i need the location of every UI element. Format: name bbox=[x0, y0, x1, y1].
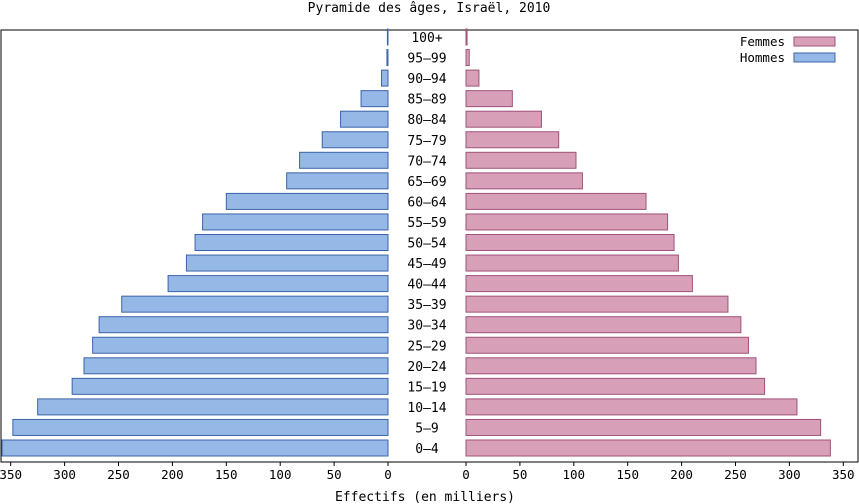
bar-hommes-60-64 bbox=[225, 192, 389, 210]
hommes-bars bbox=[1, 28, 389, 457]
bar-hommes-40-44 bbox=[167, 275, 389, 293]
chart-title: Pyramide des âges, Israël, 2010 bbox=[308, 1, 551, 16]
bar-hommes-15-19 bbox=[71, 377, 389, 395]
bar-femmes-0-4 bbox=[465, 439, 831, 457]
bar-hommes-55-59 bbox=[202, 213, 389, 231]
bar-femmes-75-79 bbox=[465, 131, 560, 149]
left-tick-label-350: 350 bbox=[0, 467, 22, 482]
age-label-70-74: 70–74 bbox=[407, 154, 446, 169]
bar-hommes-45-49 bbox=[185, 254, 389, 272]
bar-femmes-55-59 bbox=[465, 213, 669, 231]
bar-femmes-50-54 bbox=[465, 234, 675, 251]
left-tick-label-300: 300 bbox=[53, 467, 76, 482]
bar-hommes-25-29 bbox=[92, 336, 389, 354]
age-label-100: 100+ bbox=[411, 31, 442, 46]
left-x-axis: 0 50 100 150 200 250 300 350 bbox=[0, 461, 392, 482]
right-tick-label-100: 100 bbox=[563, 467, 586, 482]
bar-hommes-20-24 bbox=[83, 357, 389, 375]
bar-femmes-85-89 bbox=[465, 90, 513, 108]
bar-femmes-30-34 bbox=[465, 316, 742, 334]
legend-swatch-hommes bbox=[793, 52, 836, 63]
bar-femmes-65-69 bbox=[465, 172, 583, 190]
right-tick-label-50: 50 bbox=[512, 467, 527, 482]
bar-hommes-70-74 bbox=[299, 151, 389, 169]
bar-hommes-5-9 bbox=[12, 418, 389, 436]
bar-femmes-5-9 bbox=[465, 418, 822, 436]
bar-hommes-50-54 bbox=[194, 234, 389, 251]
bar-hommes-65-69 bbox=[286, 172, 389, 190]
bar-femmes-45-49 bbox=[465, 254, 679, 272]
bar-femmes-60-64 bbox=[465, 192, 647, 210]
bar-hommes-0-4 bbox=[1, 439, 389, 457]
age-label-60-64: 60–64 bbox=[407, 195, 446, 210]
left-tick-label-250: 250 bbox=[107, 467, 130, 482]
age-label-75-79: 75–79 bbox=[407, 134, 446, 149]
age-label-90-94: 90–94 bbox=[407, 72, 446, 87]
bar-hommes-85-89 bbox=[360, 90, 389, 108]
right-x-axis: 0 50 100 150 200 250 300 350 bbox=[462, 461, 858, 482]
age-label-25-29: 25–29 bbox=[407, 339, 446, 354]
age-label-80-84: 80–84 bbox=[407, 113, 446, 128]
bar-hommes-35-39 bbox=[121, 295, 389, 313]
age-label-55-59: 55–59 bbox=[407, 216, 446, 231]
x-axis-label: Effectifs (en milliers) bbox=[335, 490, 515, 504]
right-tick-label-250: 250 bbox=[724, 467, 747, 482]
right-tick-label-0: 0 bbox=[462, 467, 470, 482]
bar-hommes-30-34 bbox=[98, 316, 389, 334]
plot-frame bbox=[0, 29, 859, 463]
bar-femmes-80-84 bbox=[465, 110, 542, 128]
bar-femmes-25-29 bbox=[465, 336, 749, 354]
bar-femmes-70-74 bbox=[465, 151, 577, 169]
age-label-40-44: 40–44 bbox=[407, 278, 446, 293]
left-tick-label-50: 50 bbox=[327, 467, 342, 482]
bar-femmes-95-99 bbox=[465, 49, 470, 67]
left-tick-label-200: 200 bbox=[161, 467, 184, 482]
age-label-45-49: 45–49 bbox=[407, 257, 446, 272]
bar-hommes-75-79 bbox=[321, 131, 389, 149]
age-label-20-24: 20–24 bbox=[407, 360, 446, 375]
age-label-50-54: 50–54 bbox=[407, 237, 446, 252]
age-label-95-99: 95–99 bbox=[407, 52, 446, 67]
bar-hommes-100 bbox=[386, 28, 389, 46]
age-group-labels: 0–4 5–9 10–14 15–19 20–24 25–29 30–34 35–39 40–4… bbox=[407, 31, 446, 457]
bar-femmes-10-14 bbox=[465, 398, 798, 416]
left-tick-label-0: 0 bbox=[384, 467, 392, 482]
age-label-0-4: 0–4 bbox=[415, 442, 439, 457]
bar-hommes-95-99 bbox=[386, 49, 389, 67]
age-label-85-89: 85–89 bbox=[407, 93, 446, 108]
age-label-15-19: 15–19 bbox=[407, 380, 446, 395]
bar-femmes-40-44 bbox=[465, 275, 693, 293]
legend-label-femmes: Femmes bbox=[740, 34, 785, 49]
bar-femmes-20-24 bbox=[465, 357, 757, 375]
bar-femmes-90-94 bbox=[465, 69, 480, 87]
bar-hommes-90-94 bbox=[381, 69, 389, 87]
age-label-5-9: 5–9 bbox=[415, 421, 438, 436]
bar-hommes-80-84 bbox=[340, 110, 389, 128]
age-label-30-34: 30–34 bbox=[407, 319, 446, 334]
right-tick-label-200: 200 bbox=[670, 467, 693, 482]
age-label-65-69: 65–69 bbox=[407, 175, 446, 190]
bar-hommes-10-14 bbox=[37, 398, 389, 416]
bar-femmes-35-39 bbox=[465, 295, 729, 313]
right-tick-label-300: 300 bbox=[778, 467, 801, 482]
femmes-bars bbox=[465, 28, 831, 457]
age-label-10-14: 10–14 bbox=[407, 401, 446, 416]
legend: Femmes Hommes bbox=[740, 34, 836, 65]
right-tick-label-150: 150 bbox=[616, 467, 639, 482]
right-tick-label-350: 350 bbox=[832, 467, 855, 482]
legend-swatch-femmes bbox=[793, 36, 836, 47]
bar-femmes-15-19 bbox=[465, 377, 766, 395]
age-label-35-39: 35–39 bbox=[407, 298, 446, 313]
bar-femmes-100 bbox=[465, 28, 468, 46]
left-tick-label-100: 100 bbox=[269, 467, 292, 482]
legend-label-hommes: Hommes bbox=[740, 50, 785, 65]
left-tick-label-150: 150 bbox=[215, 467, 238, 482]
